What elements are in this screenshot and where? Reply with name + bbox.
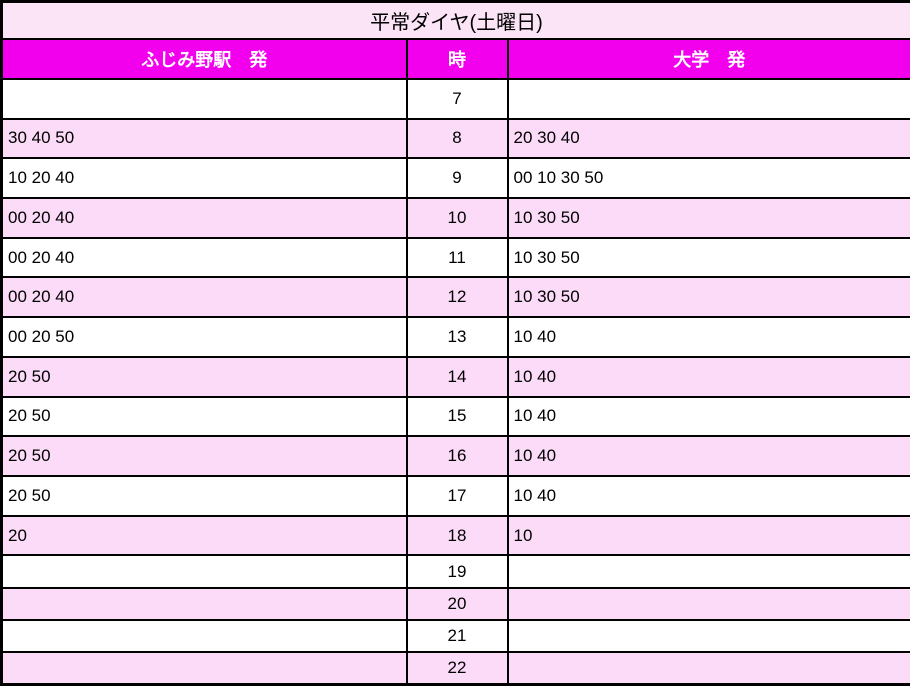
hour-cell: 18 [405, 514, 509, 557]
hour-cell: 7 [405, 77, 509, 120]
hour-cell: 14 [405, 355, 509, 398]
station-departures-cell: 20 50 [0, 395, 408, 438]
university-departures-cell: 10 40 [506, 435, 910, 477]
station-departures-cell: 00 20 50 [0, 316, 408, 358]
table-row-hour-15: 20 50 15 10 40 [0, 395, 910, 438]
university-departures-cell: 10 40 [506, 395, 910, 438]
table-row-hour-7: 7 [0, 77, 910, 120]
station-departures-cell [0, 651, 408, 686]
table-row-hour-13: 00 20 50 13 10 40 [0, 316, 910, 358]
table-row-hour-11: 00 20 40 11 10 30 50 [0, 236, 910, 279]
table-row-hour-19: 19 [0, 554, 910, 589]
station-departures-cell: 00 20 40 [0, 236, 408, 279]
university-departures-cell: 10 30 50 [506, 276, 910, 319]
university-departures-cell [506, 554, 910, 589]
hour-cell: 8 [405, 117, 509, 160]
university-departures-cell: 00 10 30 50 [506, 157, 910, 199]
station-departures-cell: 20 [0, 514, 408, 557]
station-departures-cell: 00 20 40 [0, 196, 408, 239]
table-row-hour-18: 20 18 10 [0, 514, 910, 557]
hour-cell: 11 [405, 236, 509, 279]
table-row-hour-20: 20 [0, 586, 910, 621]
station-departures-cell [0, 618, 408, 654]
table-row-hour-21: 21 [0, 618, 910, 654]
station-departures-cell [0, 554, 408, 589]
hour-cell: 16 [405, 435, 509, 477]
table-row-hour-14: 20 50 14 10 40 [0, 355, 910, 398]
station-departures-cell: 20 50 [0, 435, 408, 477]
university-departures-cell: 10 40 [506, 355, 910, 398]
header-row: ふじみ野駅 発 時 大学 発 [0, 38, 910, 80]
university-departures-cell: 10 30 50 [506, 236, 910, 279]
table-row-hour-22: 22 [0, 651, 910, 686]
title-row: 平常ダイヤ(土曜日) [0, 0, 910, 41]
hour-cell: 9 [405, 157, 509, 199]
hour-cell: 17 [405, 474, 509, 517]
hour-cell: 12 [405, 276, 509, 319]
hour-cell: 13 [405, 316, 509, 358]
table-row-hour-16: 20 50 16 10 40 [0, 435, 910, 477]
university-departures-cell [506, 586, 910, 621]
hour-cell: 10 [405, 196, 509, 239]
university-departures-cell: 10 40 [506, 316, 910, 358]
page-title: 平常ダイヤ(土曜日) [0, 0, 910, 41]
table-row-hour-8: 30 40 50 8 20 30 40 [0, 117, 910, 160]
table-row-hour-10: 00 20 40 10 10 30 50 [0, 196, 910, 239]
table-row-hour-9: 10 20 40 9 00 10 30 50 [0, 157, 910, 199]
station-departures-cell [0, 586, 408, 621]
university-departures-cell: 20 30 40 [506, 117, 910, 160]
station-departures-cell: 10 20 40 [0, 157, 408, 199]
station-departures-cell: 20 50 [0, 355, 408, 398]
table-row-hour-12: 00 20 40 12 10 30 50 [0, 276, 910, 319]
university-departures-cell: 10 30 50 [506, 196, 910, 239]
station-departures-cell [0, 77, 408, 120]
station-departures-cell: 30 40 50 [0, 117, 408, 160]
table-row-hour-17: 20 50 17 10 40 [0, 474, 910, 517]
hour-cell: 21 [405, 618, 509, 654]
station-departures-cell: 20 50 [0, 474, 408, 517]
university-departures-cell [506, 618, 910, 654]
hour-cell: 15 [405, 395, 509, 438]
station-departures-cell: 00 20 40 [0, 276, 408, 319]
column-header-university: 大学 発 [506, 38, 910, 80]
university-departures-cell: 10 40 [506, 474, 910, 517]
university-departures-cell [506, 651, 910, 686]
university-departures-cell: 10 [506, 514, 910, 557]
column-header-station: ふじみ野駅 発 [0, 38, 408, 80]
column-header-hour: 時 [405, 38, 509, 80]
hour-cell: 22 [405, 651, 509, 686]
hour-cell: 20 [405, 586, 509, 621]
university-departures-cell [506, 77, 910, 120]
hour-cell: 19 [405, 554, 509, 589]
